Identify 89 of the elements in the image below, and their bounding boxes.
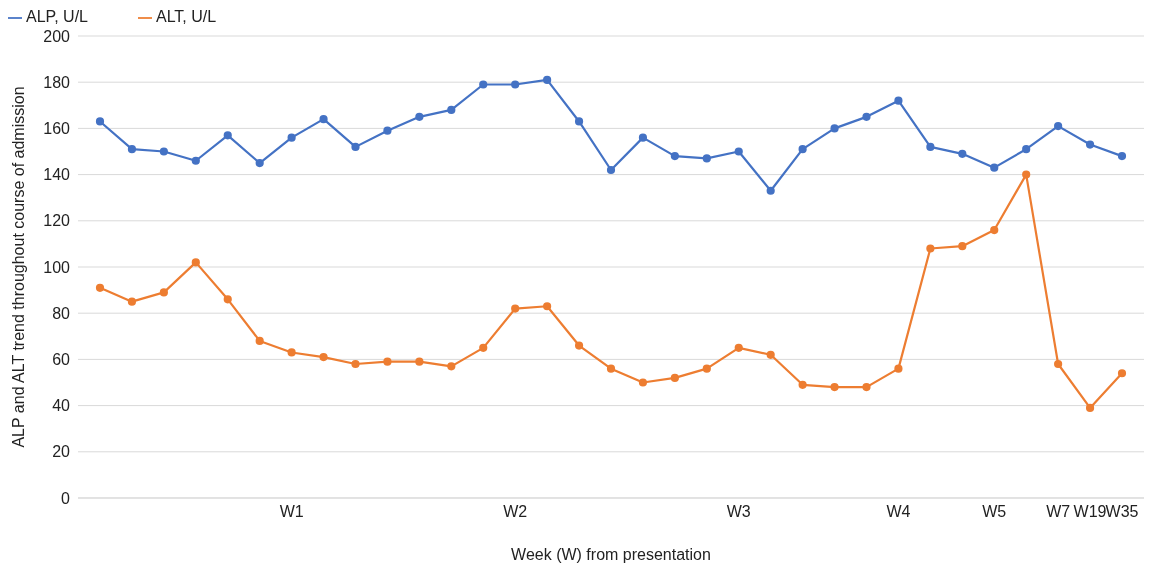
- point: [702, 364, 711, 373]
- point: [95, 283, 105, 292]
- point: [127, 145, 137, 154]
- point: [1085, 403, 1095, 413]
- point: [894, 364, 903, 373]
- point: [543, 302, 552, 311]
- point: [255, 336, 264, 346]
- point: [798, 380, 807, 389]
- point: [670, 152, 679, 161]
- point: [383, 126, 392, 135]
- point: [766, 186, 775, 195]
- point: [1054, 359, 1063, 369]
- point: [287, 133, 296, 142]
- point: [127, 297, 137, 306]
- y-tick-label: 100: [43, 258, 71, 276]
- point: [638, 378, 648, 387]
- point: [223, 295, 232, 304]
- y-tick-label: 0: [61, 489, 71, 507]
- point: [670, 373, 679, 382]
- point: [479, 80, 488, 89]
- point: [223, 131, 232, 140]
- point: [606, 364, 616, 373]
- x-tick-label: W7: [1046, 503, 1071, 521]
- point: [830, 124, 839, 133]
- x-tick-label: W19: [1073, 503, 1107, 521]
- point: [319, 115, 328, 124]
- point: [383, 357, 392, 366]
- point: [319, 352, 328, 362]
- y-axis-title: ALP and ALT trend throughout course of admission: [9, 86, 27, 448]
- legend-label: ALT, U/L: [155, 8, 217, 25]
- point: [1117, 152, 1127, 161]
- point: [1022, 145, 1031, 154]
- x-tick-label: W2: [503, 503, 528, 521]
- x-tick-label: W1: [279, 503, 304, 521]
- y-tick-label: 80: [52, 304, 71, 322]
- point: [734, 343, 743, 352]
- point: [894, 96, 903, 105]
- point: [990, 163, 999, 172]
- point: [1022, 170, 1031, 179]
- y-tick-label: 20: [52, 443, 71, 461]
- point: [958, 149, 967, 158]
- point: [95, 117, 105, 126]
- point: [574, 117, 584, 126]
- x-axis-title: Week (W) from presentation: [511, 546, 711, 563]
- point: [1117, 369, 1127, 378]
- point: [191, 258, 200, 267]
- point: [479, 343, 488, 352]
- point: [447, 362, 456, 371]
- point: [798, 145, 807, 154]
- point: [511, 80, 520, 89]
- point: [415, 357, 424, 366]
- point: [862, 383, 871, 392]
- point: [638, 133, 648, 142]
- point: [926, 142, 935, 151]
- point: [958, 242, 967, 251]
- point: [191, 156, 200, 165]
- point: [159, 288, 168, 297]
- y-tick-label: 60: [52, 351, 71, 369]
- point: [1085, 140, 1095, 149]
- y-tick-label: 200: [43, 27, 71, 45]
- legend-label: ALP, U/L: [26, 8, 88, 25]
- y-tick-label: 140: [43, 166, 71, 184]
- point: [447, 105, 456, 115]
- point: [702, 154, 711, 163]
- x-tick-label: W4: [886, 503, 911, 521]
- point: [1054, 121, 1063, 131]
- x-tick-label: W3: [726, 503, 751, 521]
- point: [606, 165, 616, 175]
- point: [287, 348, 296, 357]
- point: [734, 147, 743, 156]
- point: [862, 112, 871, 121]
- point: [255, 158, 264, 168]
- point: [543, 75, 552, 84]
- point: [159, 147, 168, 156]
- point: [766, 350, 775, 359]
- point: [926, 244, 935, 253]
- x-tick-label: W5: [982, 503, 1007, 521]
- y-tick-label: 40: [52, 397, 71, 415]
- point: [990, 225, 999, 235]
- point: [830, 383, 839, 392]
- x-tick-label: W35: [1105, 503, 1139, 521]
- point: [415, 112, 424, 121]
- y-tick-label: 120: [43, 212, 71, 230]
- point: [351, 359, 360, 369]
- point: [574, 341, 584, 350]
- point: [511, 304, 520, 313]
- point: [351, 142, 360, 151]
- y-tick-label: 180: [43, 73, 71, 91]
- y-tick-label: 160: [43, 120, 71, 138]
